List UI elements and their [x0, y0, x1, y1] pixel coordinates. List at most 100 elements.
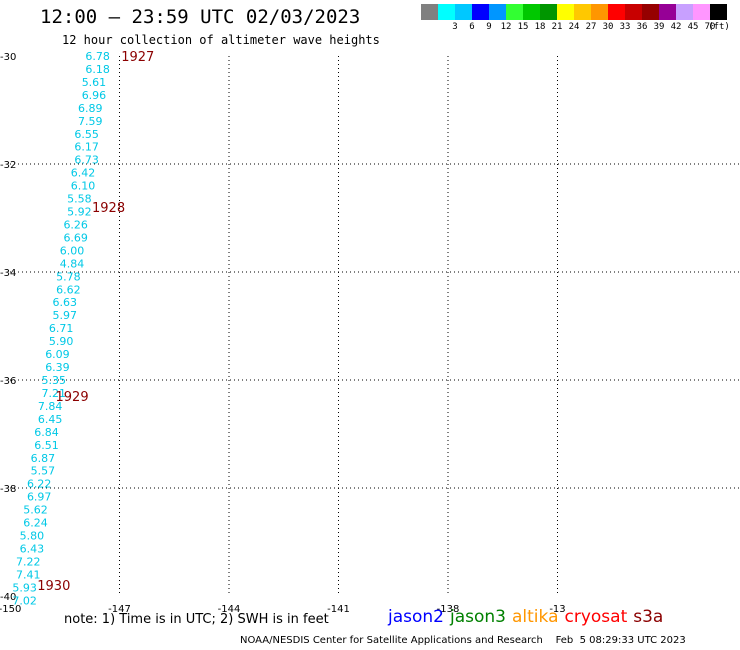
color-swatch: [523, 4, 540, 20]
y-tick-label: -36: [0, 376, 16, 387]
swh-value: 6.42: [71, 167, 96, 180]
swh-value: 6.71: [49, 322, 74, 335]
axis-ticks: -150 -147 -144 -141 -138 -13 -30 -32 -34 -36 -38 -4…: [0, 52, 566, 615]
swh-value: 6.69: [63, 231, 88, 244]
color-scale-labels: 3 6 9 12 15 18 21 24 27 30 33 36 39 42 45 70 (ft): [421, 20, 731, 34]
x-tick-label: -141: [327, 604, 350, 615]
color-scale-label: 39: [653, 22, 665, 32]
color-swatch: [608, 4, 625, 20]
swh-value: 7.22: [16, 555, 41, 568]
color-scale-label: 9: [486, 22, 492, 32]
swh-value: 6.89: [78, 102, 103, 115]
color-scale-label: 30: [602, 22, 614, 32]
swh-value: 5.57: [31, 465, 56, 478]
swh-value: 5.93: [12, 581, 37, 594]
swh-value: 7.21: [42, 387, 67, 400]
swh-value: 6.39: [45, 361, 70, 374]
swh-value: 5.80: [20, 530, 45, 543]
wave-height-points: 6.786.185.616.966.897.596.556.176.736.42…: [12, 50, 110, 607]
mission-label: jason2: [388, 607, 444, 627]
swh-value: 6.73: [74, 154, 99, 167]
swh-value: 5.62: [23, 504, 48, 517]
color-swatch: [625, 4, 642, 20]
swh-value: 6.45: [38, 413, 63, 426]
color-scale-swatches: [421, 4, 731, 20]
swh-value: 6.10: [71, 180, 96, 193]
color-scale-label: 21: [551, 22, 563, 32]
swh-value: 6.96: [82, 89, 107, 102]
credit-line: NOAA/NESDIS Center for Satellite Applica…: [240, 635, 686, 646]
swh-value: 6.22: [27, 478, 52, 491]
color-swatch: [693, 4, 710, 20]
mission-legend: jason2 jason3 altika cryosat s3a: [388, 607, 669, 627]
color-swatch: [642, 4, 659, 20]
swh-value: 5.35: [42, 374, 67, 387]
y-tick-label: -38: [0, 484, 16, 495]
swh-value: 5.58: [67, 193, 92, 206]
y-tick-label: -32: [0, 160, 16, 171]
color-swatch: [574, 4, 591, 20]
color-swatch: [506, 4, 523, 20]
y-tick-label: -40: [0, 592, 16, 603]
mission-label: jason3: [450, 607, 506, 627]
y-tick-label: -30: [0, 52, 16, 63]
mission-label: altika: [512, 607, 559, 627]
color-scale-label: 6: [469, 22, 475, 32]
mission-label: cryosat: [564, 607, 628, 627]
color-swatch: [421, 4, 438, 20]
swh-value: 6.17: [74, 141, 99, 154]
swh-value: 6.55: [74, 128, 99, 141]
color-swatch: [438, 4, 455, 20]
color-scale-label: 45: [687, 22, 699, 32]
color-scale-label: 36: [636, 22, 648, 32]
x-tick-label: -150: [0, 604, 21, 615]
x-tick-label: -13: [549, 604, 565, 615]
time-label: 1929: [56, 390, 89, 405]
swh-value: 6.43: [20, 542, 45, 555]
swh-value: 6.62: [56, 283, 81, 296]
swh-value: 6.78: [85, 50, 110, 63]
swh-value: 6.51: [34, 439, 59, 452]
swh-value: 5.90: [49, 335, 74, 348]
swh-value: 5.92: [67, 206, 92, 219]
time-labels: 1927 1928 1929 1930: [37, 50, 154, 594]
x-tick-label: -144: [218, 604, 241, 615]
swh-value: 6.09: [45, 348, 70, 361]
swh-value: 6.87: [31, 452, 56, 465]
time-label: 1927: [121, 50, 154, 65]
color-scale-label: 27: [585, 22, 597, 32]
color-swatch: [455, 4, 472, 20]
swh-value: 7.02: [12, 594, 37, 607]
x-tick-label: -138: [437, 604, 460, 615]
color-scale-unit: (ft): [708, 22, 730, 32]
grid-lines: [10, 56, 740, 596]
swh-value: 6.97: [27, 491, 52, 504]
swh-value: 6.84: [34, 426, 59, 439]
color-scale-label: 70: [704, 22, 716, 32]
color-swatch: [591, 4, 608, 20]
swh-value: 5.61: [82, 76, 107, 89]
color-scale-label: 24: [568, 22, 580, 32]
color-scale-label: 18: [534, 22, 546, 32]
color-scale-label: 15: [517, 22, 529, 32]
swh-value: 6.63: [53, 296, 78, 309]
color-scale-label: 3: [452, 22, 458, 32]
swh-value: 6.26: [63, 218, 88, 231]
color-scale-label: 12: [500, 22, 512, 32]
mission-label: s3a: [633, 607, 664, 627]
color-swatch: [659, 4, 676, 20]
color-swatch: [676, 4, 693, 20]
chart-subtitle: 12 hour collection of altimeter wave hei…: [62, 33, 380, 47]
swh-value: 5.78: [56, 270, 81, 283]
color-scale-label: 33: [619, 22, 631, 32]
footnote: note: 1) Time is in UTC; 2) SWH is in fe…: [64, 612, 329, 627]
time-label: 1930: [37, 579, 70, 594]
color-scale-label: 42: [670, 22, 682, 32]
color-scale-legend: 3 6 9 12 15 18 21 24 27 30 33 36 39 42 45 70 (ft): [421, 4, 731, 34]
swh-value: 6.00: [60, 244, 85, 257]
swh-value: 5.97: [53, 309, 78, 322]
swh-value: 6.18: [85, 63, 110, 76]
chart-title: 12:00 – 23:59 UTC 02/03/2023: [40, 6, 361, 28]
color-swatch: [557, 4, 574, 20]
